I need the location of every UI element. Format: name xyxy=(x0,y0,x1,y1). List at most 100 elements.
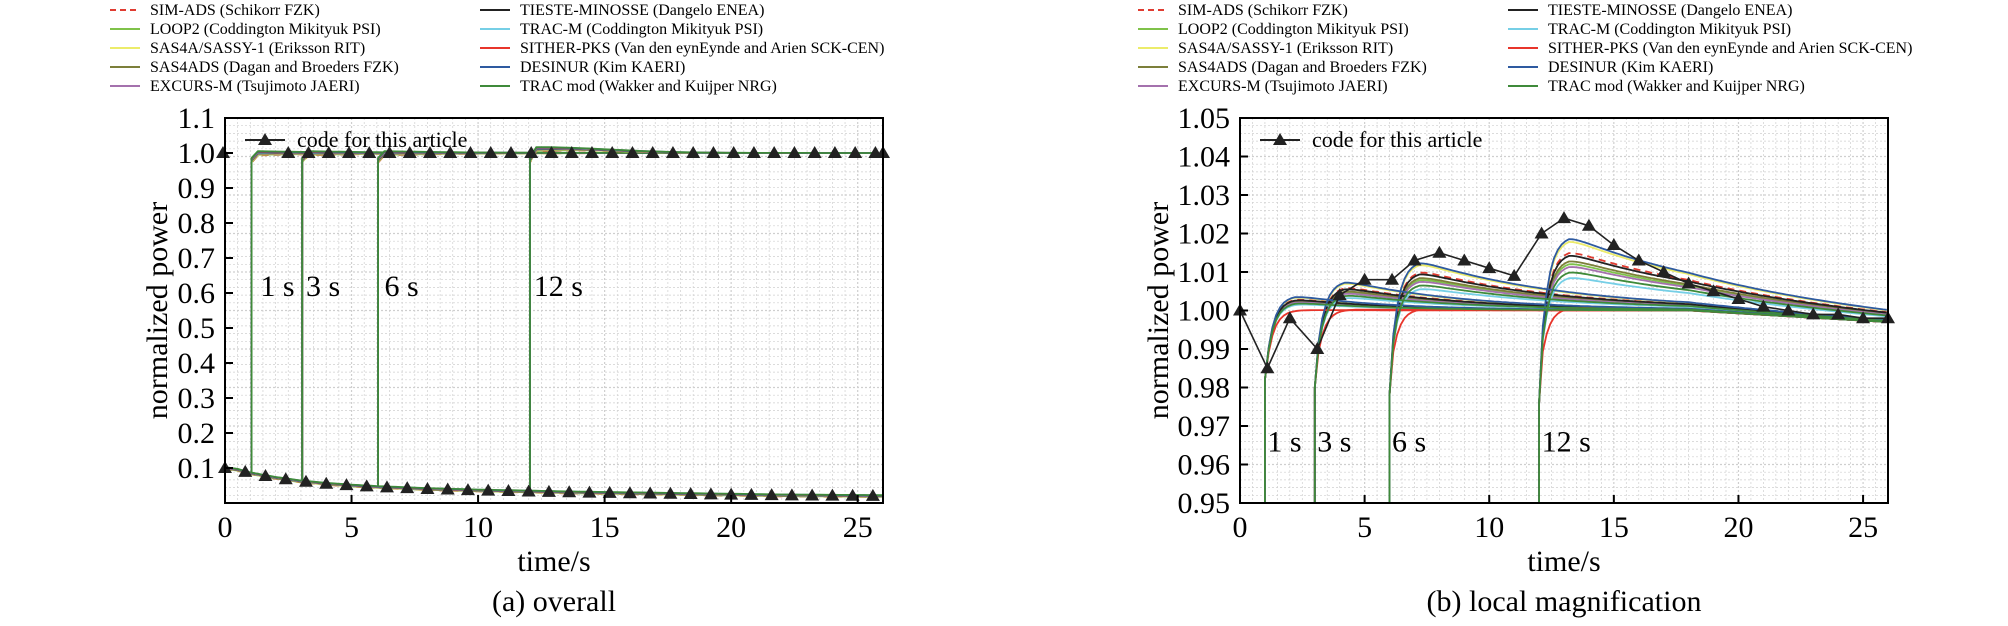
triangle-marker-icon xyxy=(645,146,660,158)
series-line-high xyxy=(301,151,878,482)
y-tick-label: 1.05 xyxy=(1178,102,1231,135)
series-line-high xyxy=(250,152,878,474)
triangle-marker-icon xyxy=(541,484,556,497)
triangle-marker-icon xyxy=(319,476,334,489)
inner-legend: code for this article xyxy=(1260,127,1482,152)
series-line-high xyxy=(529,146,878,492)
series-line xyxy=(1538,277,1887,503)
x-tick-label: 5 xyxy=(344,511,359,544)
triangle-marker-icon xyxy=(564,146,579,158)
triangle-marker-icon xyxy=(402,146,417,158)
triangle-marker-icon xyxy=(665,146,680,158)
triangle-marker-icon xyxy=(400,481,415,494)
x-tick-label: 25 xyxy=(843,511,873,544)
series-line-high xyxy=(301,152,878,482)
triangle-marker-icon xyxy=(1856,311,1871,324)
inner-legend-label: code for this article xyxy=(297,127,467,152)
plot-frame xyxy=(224,117,884,504)
triangle-marker-icon xyxy=(1507,268,1522,281)
triangle-marker-icon xyxy=(238,464,253,477)
triangle-marker-icon xyxy=(521,484,536,497)
triangle-marker-icon xyxy=(1357,272,1372,285)
triangle-marker-icon xyxy=(422,146,437,158)
triangle-marker-icon xyxy=(342,146,357,158)
triangle-marker-icon xyxy=(1260,361,1275,374)
triangle-marker-icon xyxy=(1681,276,1696,289)
triangle-marker-icon xyxy=(483,146,498,158)
triangle-marker-icon xyxy=(848,146,863,158)
series-line-high xyxy=(529,148,878,492)
triangle-marker-icon xyxy=(281,146,296,158)
legend-label: EXCURS-M (Tsujimoto JAERI) xyxy=(150,78,360,95)
triangle-marker-icon xyxy=(643,486,658,499)
chart-local-magnification: 0 5 10 15 20 25 0.95 0.96 0.97 0.98 0.99 1.00 1.01 1.… xyxy=(1142,102,1895,618)
triangle-marker-icon xyxy=(1756,299,1771,312)
annotations: 1 s 3 s 6 s 12 s xyxy=(260,270,583,303)
triangle-marker-icon xyxy=(216,146,230,158)
triangle-marker-icon xyxy=(362,146,377,158)
triangle-marker-icon xyxy=(1432,245,1447,258)
x-tick-label: 20 xyxy=(1723,511,1753,544)
series-line-high xyxy=(250,152,878,474)
triangle-marker-icon xyxy=(1581,218,1596,231)
triangle-marker-icon xyxy=(703,487,718,500)
chart-caption: (a) overall xyxy=(492,585,616,618)
y-tick-label: 0.97 xyxy=(1178,410,1231,443)
triangle-marker-icon xyxy=(1407,253,1422,266)
legend-label: SAS4A/SASSY-1 (Eriksson RIT) xyxy=(150,40,365,57)
triangle-marker-icon xyxy=(1631,253,1646,266)
triangle-marker-icon xyxy=(764,488,779,501)
y-tick-label: 0.1 xyxy=(178,452,216,485)
y-tick-label: 0.4 xyxy=(178,347,216,380)
series-line-high xyxy=(250,150,878,474)
x-tick-label: 15 xyxy=(1599,511,1629,544)
triangle-marker-icon xyxy=(301,146,316,158)
series-line-high xyxy=(301,152,878,482)
y-tick-label: 0.5 xyxy=(178,312,216,345)
triangle-marker-icon xyxy=(258,133,272,145)
inner-legend-label: code for this article xyxy=(1312,127,1482,152)
annotations: 1 s 3 s 6 s 12 s xyxy=(1267,425,1590,458)
triangle-marker-icon xyxy=(1534,226,1549,239)
series-line-high xyxy=(301,152,878,482)
y-tick-label: 0.3 xyxy=(178,382,216,415)
triangle-marker-icon xyxy=(1310,342,1325,354)
triangle-marker-icon xyxy=(805,488,820,501)
triangle-marker-icon xyxy=(582,485,597,498)
triangle-marker-icon xyxy=(827,146,842,158)
triangle-marker-icon xyxy=(1781,303,1796,316)
y-tick-label: 0.98 xyxy=(1178,372,1231,405)
legend-label: SIM-ADS (Schikorr FZK) xyxy=(1178,2,1348,19)
series-line-high xyxy=(301,150,878,482)
triangle-marker-icon xyxy=(562,485,577,498)
triangle-marker-icon xyxy=(1557,211,1571,224)
triangle-marker-icon xyxy=(463,146,478,158)
top-legend-left: SIM-ADS (Schikorr FZK) TIESTE-MINOSSE (Da… xyxy=(110,2,884,95)
x-tick-label: 10 xyxy=(463,511,493,544)
triangle-marker-icon xyxy=(746,146,761,158)
triangle-marker-icon xyxy=(1273,133,1287,145)
top-legend-right: SIM-ADS (Schikorr FZK) TIESTE-MINOSSE (Da… xyxy=(1138,2,1912,95)
legend-label: TIESTE-MINOSSE (Dangelo ENEA) xyxy=(520,2,764,19)
triangle-marker-icon xyxy=(481,483,496,496)
event-annotation: 1 s xyxy=(260,270,294,303)
y-tick-label: 1.01 xyxy=(1178,256,1231,289)
triangle-marker-icon xyxy=(321,146,336,158)
triangle-marker-icon xyxy=(787,146,802,158)
y-tick-label: 0.8 xyxy=(178,207,216,240)
triangle-marker-icon xyxy=(726,146,741,158)
triangle-marker-icon xyxy=(420,482,435,494)
series-line-high xyxy=(301,152,878,482)
legend-label: TRAC mod (Wakker and Kuijper NRG) xyxy=(1548,78,1805,95)
triangle-marker-icon xyxy=(622,486,637,499)
y-tick-label: 1.03 xyxy=(1178,179,1231,212)
triangle-marker-icon xyxy=(1656,265,1671,277)
triangle-marker-icon xyxy=(379,480,394,493)
triangle-marker-icon xyxy=(825,488,840,501)
series-line-high xyxy=(529,147,878,492)
triangle-marker-icon xyxy=(663,486,678,499)
triangle-marker-icon xyxy=(807,146,822,158)
event-annotation: 3 s xyxy=(306,270,340,303)
triangle-marker-icon xyxy=(1606,238,1621,251)
series-line-high xyxy=(529,149,878,492)
